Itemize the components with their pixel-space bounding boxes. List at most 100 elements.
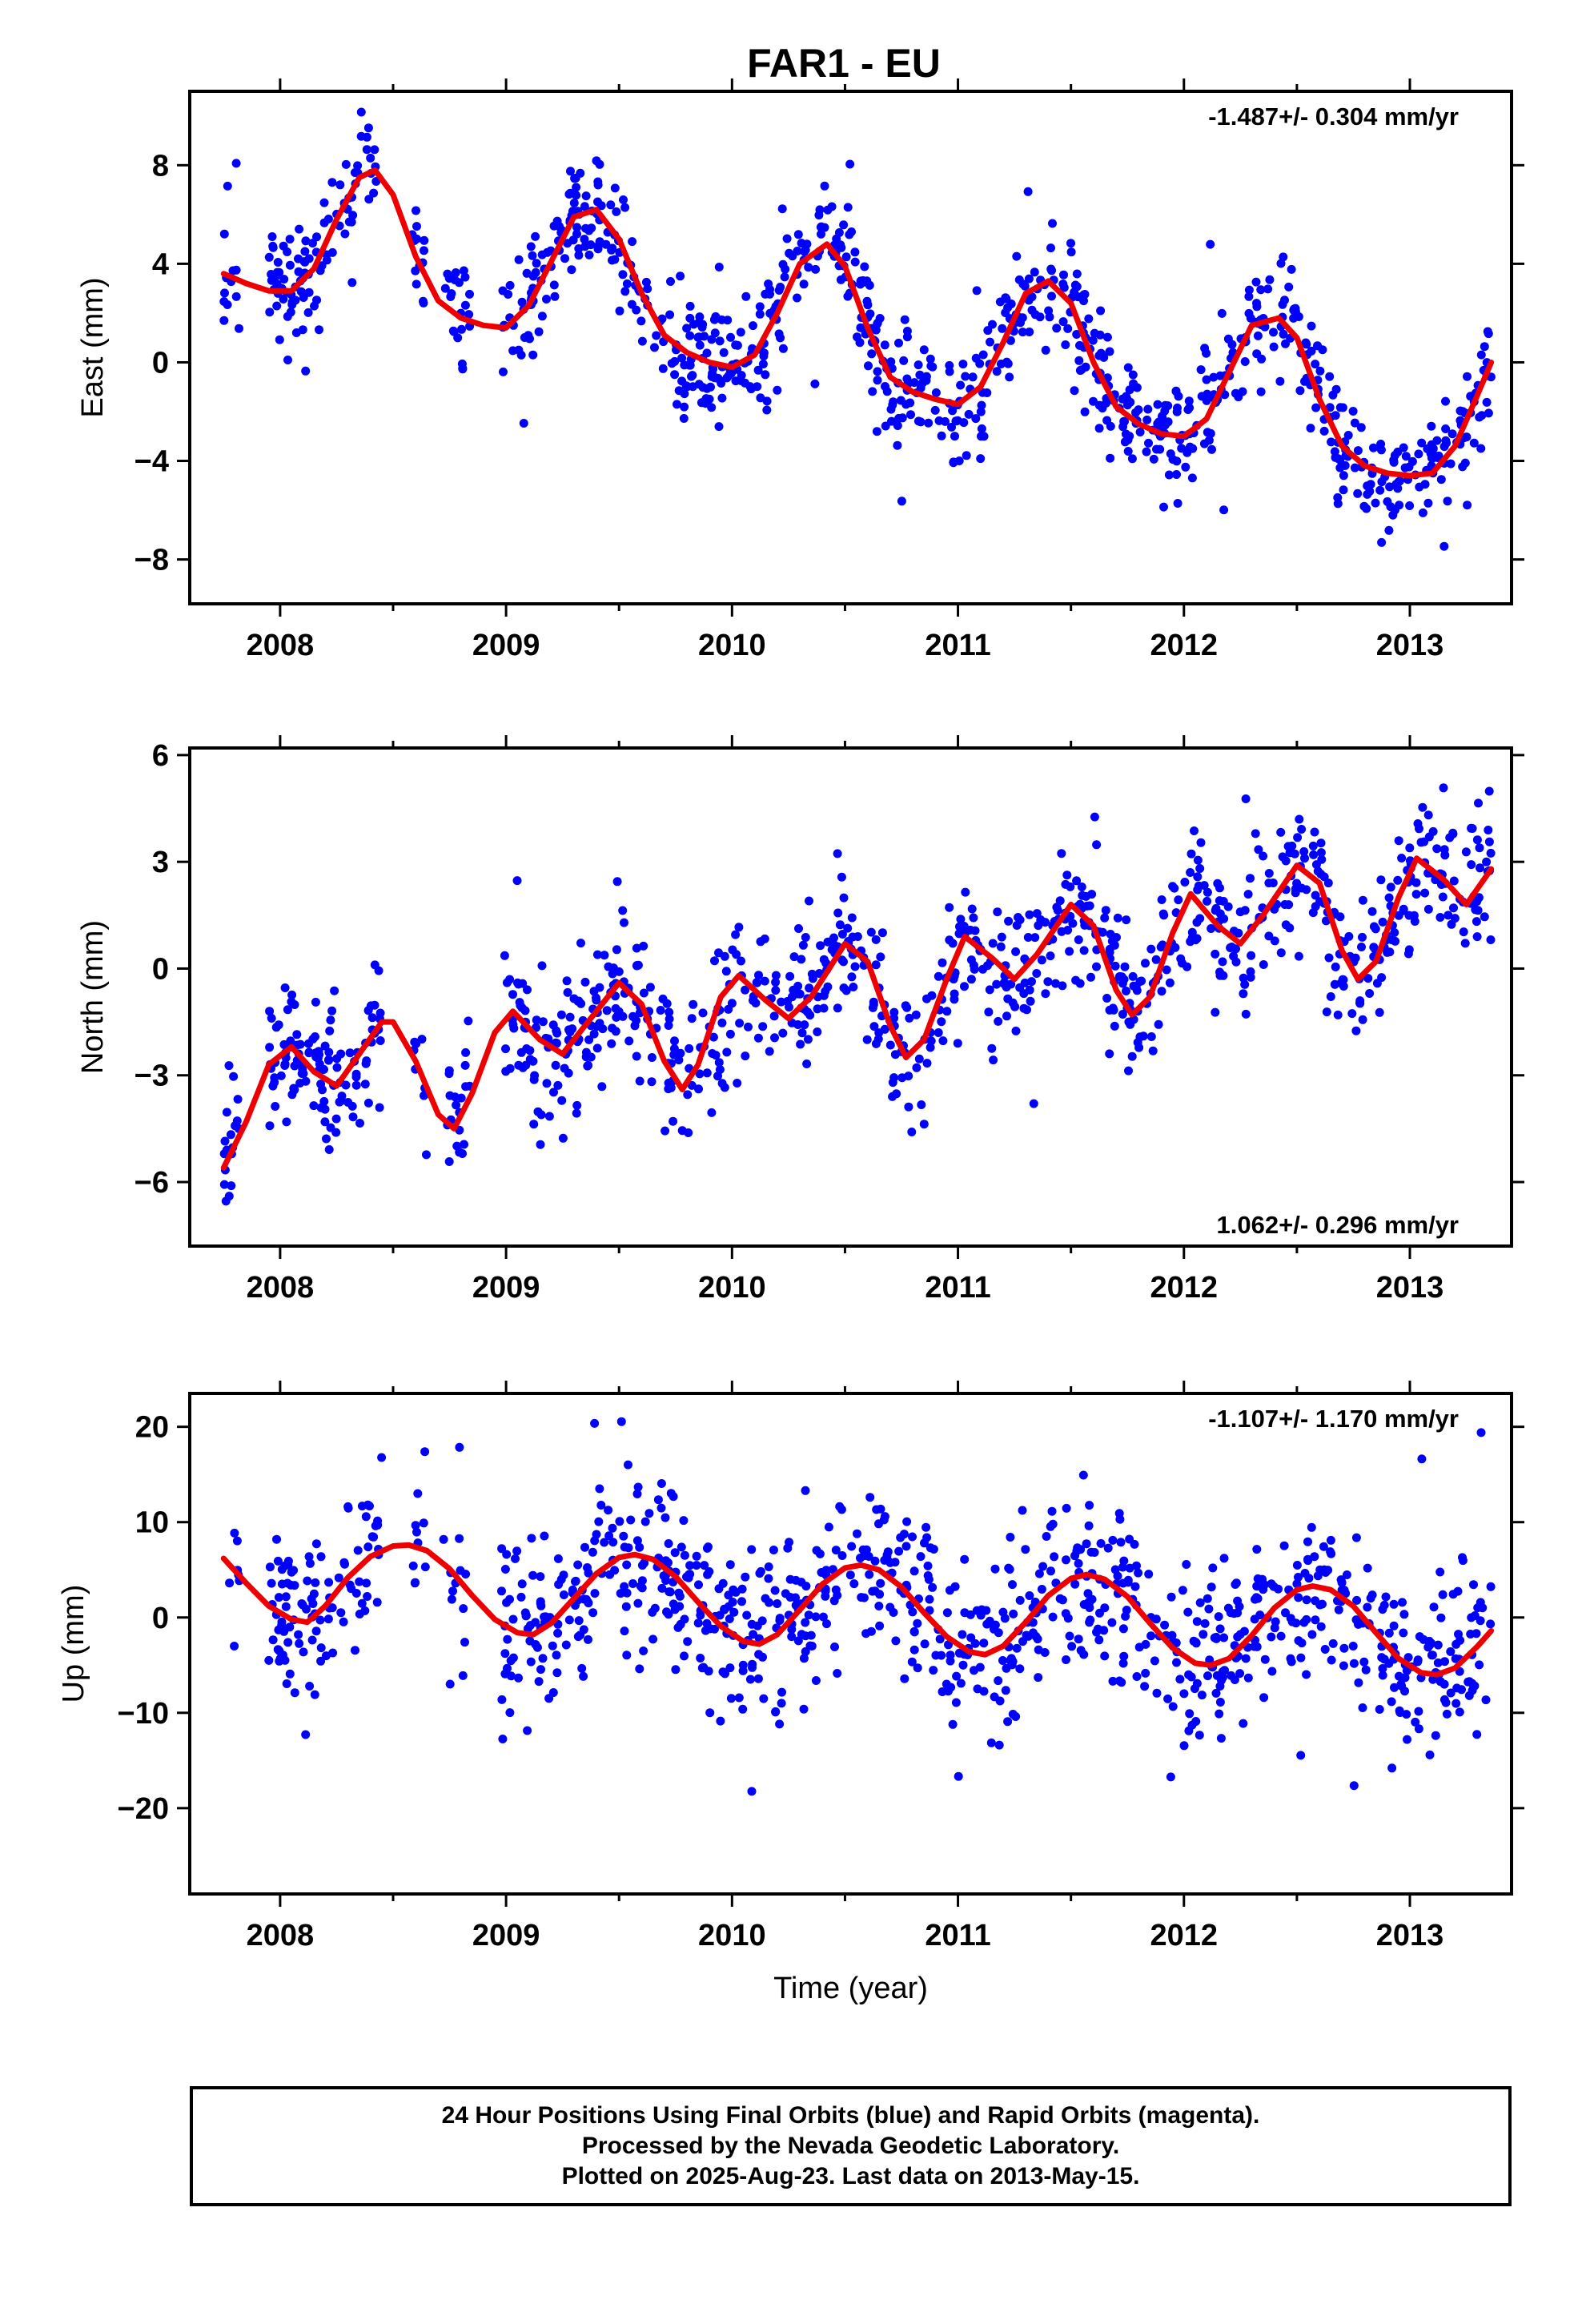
data-point <box>795 989 805 999</box>
data-point <box>620 918 628 927</box>
data-point <box>1395 501 1404 510</box>
data-point <box>721 967 731 976</box>
data-point <box>355 1119 364 1128</box>
data-point <box>1319 426 1329 436</box>
data-point <box>1378 1664 1387 1673</box>
data-point <box>907 1128 917 1136</box>
data-point <box>765 308 775 318</box>
data-point <box>1339 975 1348 984</box>
data-point <box>231 265 241 275</box>
data-point <box>1088 336 1098 345</box>
data-point <box>855 338 865 348</box>
data-point <box>1059 270 1068 279</box>
data-point <box>1160 406 1170 416</box>
data-point <box>520 1608 530 1618</box>
y-axis-label: East (mm) <box>76 277 110 417</box>
data-point <box>1200 1618 1210 1628</box>
data-point <box>1287 264 1296 274</box>
data-point <box>798 940 808 950</box>
data-point <box>1254 845 1263 854</box>
data-point <box>1383 947 1392 957</box>
data-point <box>679 1516 689 1526</box>
data-point <box>880 1555 889 1565</box>
data-point <box>1156 943 1166 952</box>
data-point <box>709 315 719 324</box>
data-point <box>519 419 528 428</box>
data-point <box>544 1112 554 1121</box>
data-point <box>1002 1011 1011 1021</box>
data-point <box>1472 895 1482 905</box>
data-point <box>369 1532 379 1542</box>
data-point <box>1239 1719 1248 1728</box>
data-point <box>323 215 333 223</box>
data-point <box>1193 872 1203 882</box>
data-point <box>871 960 881 970</box>
data-point <box>1102 994 1112 1003</box>
data-point <box>373 1520 383 1530</box>
data-point <box>1355 998 1364 1007</box>
data-point <box>1154 1019 1163 1029</box>
data-point <box>298 1600 307 1610</box>
data-point <box>611 1027 620 1036</box>
data-point <box>328 1648 338 1658</box>
data-point <box>1475 1660 1484 1670</box>
data-point <box>1129 981 1138 991</box>
data-point <box>1316 838 1326 848</box>
data-point <box>693 1618 703 1628</box>
data-point <box>1070 386 1079 396</box>
data-point <box>1276 948 1286 958</box>
data-point <box>1065 947 1074 956</box>
velocity-label: -1.487+/- 0.304 mm/yr <box>1208 103 1459 131</box>
data-point <box>670 1036 679 1046</box>
data-point <box>224 1192 234 1201</box>
data-point <box>841 252 851 262</box>
data-point <box>1395 476 1404 486</box>
data-point <box>1326 1547 1335 1557</box>
data-point <box>1130 1582 1140 1591</box>
data-point <box>1469 438 1479 448</box>
data-point <box>1102 332 1112 342</box>
data-point <box>947 422 956 432</box>
data-point <box>1196 838 1206 847</box>
data-point <box>267 275 276 285</box>
data-point <box>926 1036 936 1046</box>
data-point <box>1280 900 1290 909</box>
data-point <box>946 1651 955 1660</box>
data-point <box>1030 267 1039 277</box>
data-point <box>1098 404 1107 413</box>
data-point <box>265 1007 275 1016</box>
data-point <box>922 994 931 1003</box>
data-point <box>531 1618 540 1627</box>
data-point <box>753 365 763 375</box>
data-point <box>618 270 628 279</box>
data-point <box>1409 911 1419 920</box>
data-point <box>1120 437 1130 447</box>
data-point <box>1311 1615 1320 1625</box>
data-point <box>1180 878 1190 887</box>
data-point <box>1356 423 1366 432</box>
data-point <box>1100 913 1110 923</box>
data-point <box>1108 1535 1118 1545</box>
data-point <box>1192 1679 1202 1688</box>
data-point <box>801 933 810 942</box>
data-point <box>666 1083 676 1092</box>
data-point <box>511 1554 520 1563</box>
data-point <box>348 211 358 220</box>
data-point <box>788 992 797 1002</box>
data-point <box>456 1566 465 1575</box>
data-point <box>1389 1621 1399 1630</box>
data-point <box>1384 893 1394 903</box>
data-point <box>420 1562 430 1572</box>
data-point <box>1193 855 1203 865</box>
data-point <box>789 952 799 962</box>
data-point <box>528 350 538 360</box>
data-point <box>1369 443 1378 452</box>
data-point <box>1278 300 1287 309</box>
data-point <box>1241 1654 1251 1663</box>
data-point <box>996 942 1006 951</box>
x-axis-label: Time (year) <box>773 1972 928 2005</box>
data-point <box>596 1501 606 1510</box>
data-point <box>231 292 241 301</box>
data-point <box>724 1590 733 1600</box>
data-point <box>1340 460 1350 470</box>
